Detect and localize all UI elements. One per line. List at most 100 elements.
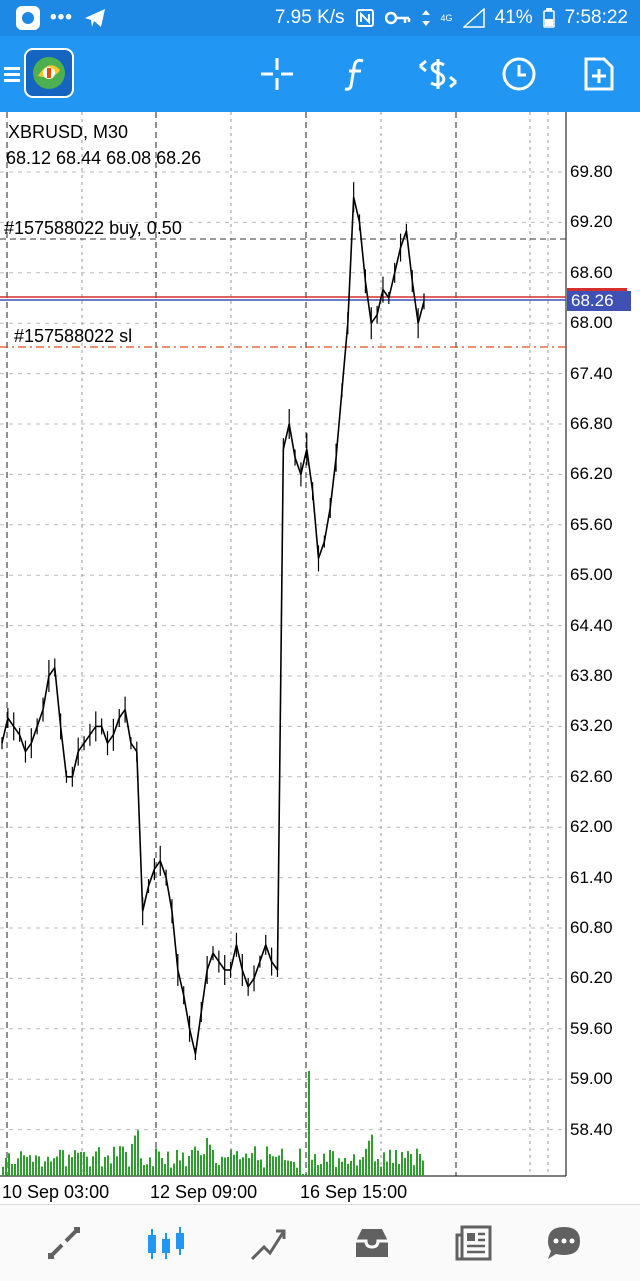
volume-bar bbox=[362, 1157, 364, 1176]
price-segment bbox=[89, 725, 97, 736]
price-tick-label: 62.60 bbox=[570, 766, 613, 786]
volume-bar bbox=[230, 1149, 232, 1176]
volume-bar bbox=[212, 1150, 214, 1176]
volume-bar bbox=[233, 1154, 235, 1176]
volume-bar bbox=[101, 1166, 103, 1176]
volume-bar bbox=[347, 1163, 349, 1176]
volume-bar bbox=[38, 1156, 40, 1176]
volume-bar bbox=[62, 1150, 64, 1176]
price-tick-label: 58.40 bbox=[570, 1119, 613, 1139]
menu-button[interactable] bbox=[0, 36, 24, 112]
volume-bar bbox=[170, 1167, 172, 1176]
volume-bar bbox=[422, 1160, 424, 1176]
price-segment bbox=[1, 717, 9, 744]
volume-bar bbox=[5, 1158, 7, 1176]
volume-bar bbox=[50, 1161, 52, 1176]
metatrader-logo[interactable] bbox=[24, 48, 74, 98]
volume-bar bbox=[116, 1156, 118, 1176]
volume-bar bbox=[152, 1166, 154, 1176]
volume-bar bbox=[290, 1161, 292, 1176]
volume-bar bbox=[242, 1157, 244, 1176]
volume-bar bbox=[317, 1164, 319, 1176]
nav-news[interactable] bbox=[442, 1205, 506, 1281]
nav-chart[interactable] bbox=[134, 1205, 198, 1281]
volume-bar bbox=[296, 1167, 298, 1176]
cell-signal-icon bbox=[462, 8, 485, 28]
price-segment bbox=[370, 314, 378, 324]
quotes-icon bbox=[48, 1227, 80, 1259]
volume-bar bbox=[338, 1158, 340, 1176]
price-tick-label: 68.00 bbox=[570, 313, 613, 333]
volume-bar bbox=[302, 1174, 304, 1176]
volume-bar bbox=[323, 1153, 325, 1176]
price-segment bbox=[341, 323, 349, 391]
chart-symbol: XBRUSD, M30 bbox=[8, 122, 129, 142]
indicators-button[interactable] bbox=[328, 36, 384, 112]
volume-bar bbox=[80, 1151, 82, 1176]
new-order-button[interactable] bbox=[571, 36, 627, 112]
nav-trade[interactable] bbox=[236, 1205, 300, 1281]
nav-history[interactable] bbox=[340, 1205, 404, 1281]
price-segment bbox=[352, 197, 361, 223]
history-icon bbox=[356, 1229, 388, 1257]
timeframe-button[interactable] bbox=[491, 36, 547, 112]
nav-quotes[interactable] bbox=[32, 1205, 96, 1281]
key-icon bbox=[384, 11, 410, 25]
price-segment bbox=[241, 969, 249, 988]
trade-button[interactable] bbox=[410, 36, 466, 112]
price-segment bbox=[358, 222, 367, 282]
volume-bar bbox=[197, 1150, 199, 1176]
price-segment bbox=[18, 734, 27, 752]
more-notifications-icon: ••• bbox=[50, 7, 73, 28]
volume-bar bbox=[344, 1158, 346, 1176]
volume-bar bbox=[263, 1167, 265, 1176]
price-segment bbox=[235, 944, 244, 971]
volume-bar bbox=[413, 1165, 415, 1176]
price-tick-label: 63.20 bbox=[570, 716, 613, 736]
volume-bar bbox=[215, 1162, 217, 1176]
volume-bar bbox=[314, 1154, 316, 1176]
price-segment bbox=[194, 1011, 203, 1055]
price-segment bbox=[118, 709, 126, 719]
time-axis-label: 16 Sep 15:00 bbox=[300, 1182, 408, 1202]
volume-bar bbox=[368, 1140, 370, 1176]
price-segment bbox=[335, 390, 343, 458]
timeframe-icon bbox=[502, 57, 536, 91]
order-buy-label: #157588022 buy, 0.50 bbox=[4, 218, 182, 238]
price-tick-label: 69.20 bbox=[570, 212, 613, 232]
price-segment bbox=[24, 742, 32, 753]
volume-bar bbox=[374, 1161, 376, 1176]
price-segment bbox=[177, 969, 185, 996]
price-tick-label: 63.80 bbox=[570, 666, 613, 685]
price-segment bbox=[329, 457, 337, 509]
volume-bar bbox=[245, 1153, 247, 1176]
trade-icon bbox=[250, 1229, 286, 1261]
network-type: 4G bbox=[440, 13, 453, 23]
volume-bar bbox=[224, 1157, 226, 1176]
volume-bar bbox=[206, 1137, 208, 1176]
chart-area[interactable] bbox=[0, 112, 640, 1204]
volume-bar bbox=[35, 1155, 37, 1176]
volume-bar bbox=[353, 1154, 355, 1176]
volume-bar bbox=[143, 1165, 145, 1176]
volume-bar bbox=[320, 1163, 322, 1176]
volume-bar bbox=[284, 1160, 286, 1176]
price-segment bbox=[141, 885, 150, 912]
price-segment bbox=[83, 734, 91, 744]
price-tick-label: 61.40 bbox=[570, 867, 613, 887]
price-tick-label: 69.80 bbox=[570, 162, 613, 181]
volume-bar bbox=[20, 1151, 22, 1176]
price-segment bbox=[42, 675, 50, 710]
battery-icon bbox=[542, 8, 555, 28]
chart-toolbar bbox=[0, 36, 640, 112]
volume-bar bbox=[341, 1161, 343, 1176]
nav-chat[interactable] bbox=[532, 1205, 596, 1281]
price-segment bbox=[405, 230, 414, 282]
price-chart[interactable] bbox=[0, 112, 640, 1204]
volume-bars bbox=[2, 1071, 424, 1176]
volume-bar bbox=[113, 1146, 115, 1176]
volume-bar bbox=[305, 1174, 307, 1176]
volume-bar bbox=[299, 1148, 301, 1176]
volume-bar bbox=[146, 1164, 148, 1176]
crosshair-button[interactable] bbox=[249, 36, 305, 112]
